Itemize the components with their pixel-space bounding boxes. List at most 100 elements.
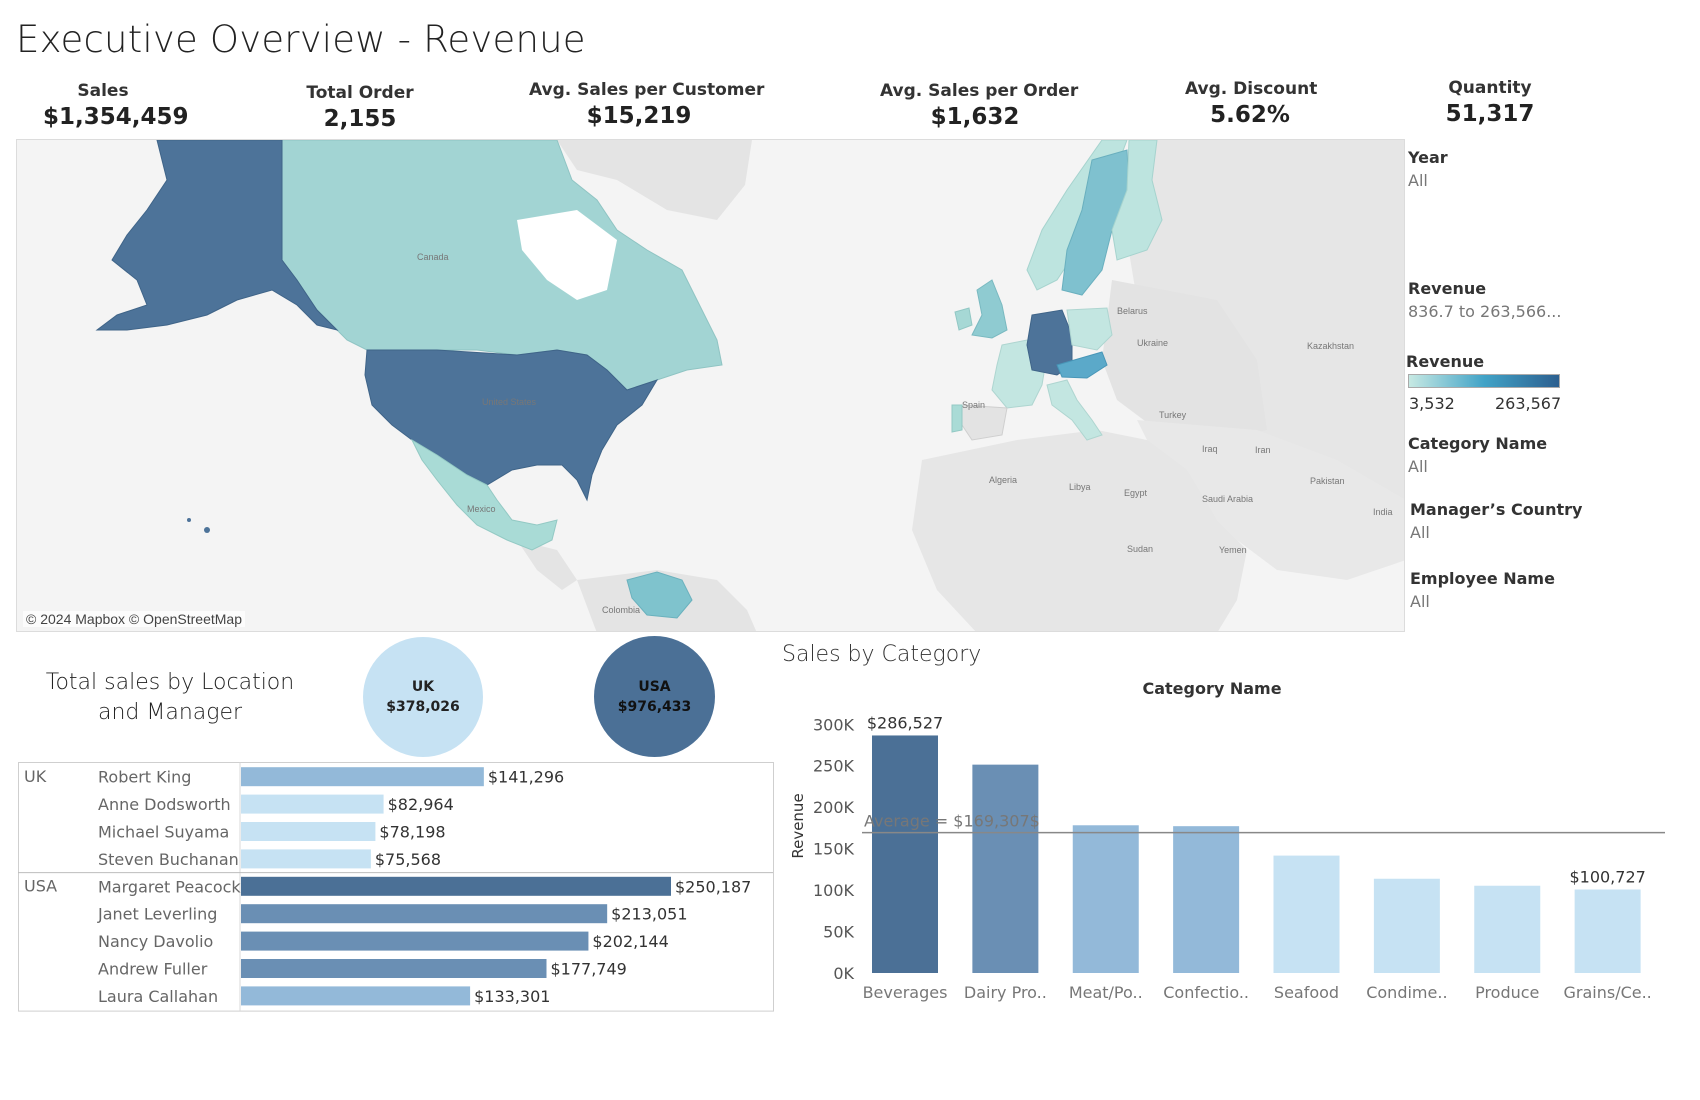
category-bar-beverages[interactable] — [872, 735, 938, 973]
filter-manager-country-value[interactable]: All — [1410, 523, 1430, 542]
map-country-mexico — [410, 438, 558, 551]
manager-name-andrew-fuller: Andrew Fuller — [98, 960, 208, 979]
filter-employee-value[interactable]: All — [1410, 592, 1430, 611]
kpi-avg-discount-label: Avg. Discount — [1185, 79, 1318, 99]
manager-value-janet-leverling: $213,051 — [611, 905, 687, 924]
manager-bar-robert-king[interactable] — [241, 767, 484, 787]
kpi-quantity: Quantity 51,317 — [1440, 78, 1540, 127]
map-label-belarus: Belarus — [1117, 306, 1148, 316]
filter-revenue[interactable]: Revenue 836.7 to 263,566... — [1408, 279, 1561, 321]
manager-chart-frame — [18, 762, 774, 1012]
category-bar-grains-ce[interactable] — [1574, 889, 1641, 973]
manager-bar-margaret-peacock[interactable] — [241, 876, 671, 896]
map-state-alaska — [95, 140, 339, 331]
map-country-venezuela — [626, 571, 693, 619]
map-label-algeria: Algeria — [989, 475, 1017, 485]
manager-value-anne-dodsworth: $82,964 — [388, 795, 454, 814]
manager-value-steven-buchanan: $75,568 — [375, 850, 441, 869]
revenue-map[interactable]: Canada United States Mexico Colombia Spa… — [16, 139, 1405, 632]
location-section-title: Total sales by Location and Manager — [30, 668, 310, 728]
category-axis-title: Category Name — [1142, 679, 1281, 698]
map-land-greenland — [557, 140, 752, 220]
manager-sales-chart: UK Robert King $141,296 Anne Dodsworth $82,9… — [18, 762, 774, 1012]
manager-group-label-uk: UK — [24, 767, 47, 786]
manager-name-anne-dodsworth: Anne Dodsworth — [98, 795, 231, 814]
bubble-usa[interactable]: USA $976,433 — [594, 636, 715, 757]
filter-year-value[interactable]: All — [1408, 171, 1428, 190]
bubble-usa-label: USA — [638, 678, 671, 695]
map-label-yemen: Yemen — [1219, 545, 1247, 555]
manager-bar-anne-dodsworth[interactable] — [241, 794, 384, 814]
map-label-libya: Libya — [1069, 482, 1091, 492]
filter-category-value[interactable]: All — [1408, 457, 1428, 476]
map-label-kazakhstan: Kazakhstan — [1307, 341, 1354, 351]
category-bar-condime[interactable] — [1373, 878, 1440, 973]
category-x-tick-produce: Produce — [1475, 983, 1539, 1002]
manager-value-laura-callahan: $133,301 — [474, 987, 550, 1006]
manager-name-steven-buchanan: Steven Buchanan — [98, 850, 239, 869]
manager-bar-janet-leverling[interactable] — [241, 904, 608, 924]
filter-category[interactable]: Category Name All — [1408, 434, 1547, 476]
map-label-saudi-arabia: Saudi Arabia — [1202, 494, 1253, 504]
manager-value-andrew-fuller: $177,749 — [550, 960, 626, 979]
category-bar-meat-po[interactable] — [1072, 825, 1139, 973]
manager-bar-nancy-davolio[interactable] — [241, 931, 589, 951]
category-bar-seafood[interactable] — [1273, 855, 1340, 973]
category-x-tick-beverages: Beverages — [863, 983, 948, 1002]
filter-revenue-label: Revenue — [1408, 279, 1487, 298]
filter-revenue-value[interactable]: 836.7 to 263,566... — [1408, 302, 1562, 321]
filter-employee-label: Employee Name — [1410, 569, 1555, 588]
manager-name-margaret-peacock: Margaret Peacock — [98, 877, 241, 896]
category-y-tick-250k: 250K — [813, 757, 855, 776]
category-y-tick-0k: 0K — [833, 964, 854, 983]
map-label-ukraine: Ukraine — [1137, 338, 1168, 348]
kpi-quantity-label: Quantity — [1448, 78, 1532, 98]
manager-name-janet-leverling: Janet Leverling — [97, 905, 217, 924]
kpi-sales-value: $1,354,459 — [43, 104, 189, 130]
bubble-usa-value: $976,433 — [617, 698, 692, 715]
bubble-uk-value: $378,026 — [386, 699, 460, 715]
manager-group-label-usa: USA — [24, 877, 57, 896]
manager-name-laura-callahan: Laura Callahan — [98, 987, 218, 1006]
category-y-tick-100k: 100K — [813, 881, 855, 900]
category-x-tick-seafood: Seafood — [1274, 983, 1339, 1002]
map-label-pakistan: Pakistan — [1310, 476, 1345, 486]
location-title-line1: Total sales by Location — [45, 670, 295, 695]
kpi-avg-sales-customer: Avg. Sales per Customer $15,219 — [529, 80, 765, 129]
kpi-sales: Sales $1,354,459 — [43, 81, 189, 130]
filter-year-label: Year — [1408, 148, 1448, 167]
filter-employee[interactable]: Employee Name All — [1410, 569, 1555, 611]
map-canvas: Canada United States Mexico Colombia Spa… — [95, 140, 1404, 631]
category-y-tick-150k: 150K — [813, 840, 855, 859]
legend-min: 3,532 — [1409, 394, 1455, 413]
manager-bar-andrew-fuller[interactable] — [241, 959, 547, 978]
kpi-avg-sales-customer-label: Avg. Sales per Customer — [529, 80, 765, 100]
map-country-portugal — [951, 404, 963, 433]
map-hawaii-2 — [187, 518, 191, 522]
map-label-usa: United States — [482, 397, 537, 407]
category-data-label-beverages: $286,527 — [867, 713, 943, 732]
map-hawaii — [204, 527, 210, 533]
category-bar-produce[interactable] — [1474, 885, 1541, 973]
manager-bar-steven-buchanan[interactable] — [241, 849, 371, 869]
map-label-egypt: Egypt — [1124, 488, 1148, 498]
map-attribution[interactable]: © 2024 Mapbox © OpenStreetMap — [23, 611, 245, 627]
legend-gradient — [1408, 374, 1560, 388]
filter-year[interactable]: Year All — [1408, 148, 1448, 190]
map-label-iran: Iran — [1255, 445, 1271, 455]
kpi-avg-discount: Avg. Discount 5.62% — [1185, 79, 1318, 128]
location-title-line2: and Manager — [97, 700, 243, 725]
kpi-total-order: Total Order 2,155 — [300, 83, 420, 132]
bubble-uk[interactable]: UK $378,026 — [363, 637, 483, 757]
manager-bar-laura-callahan[interactable] — [241, 986, 471, 1006]
legend-max: 263,567 — [1495, 394, 1562, 413]
manager-bar-michael-suyama[interactable] — [241, 822, 376, 841]
category-bar-confectio[interactable] — [1173, 826, 1240, 973]
map-land-africa — [912, 430, 1247, 631]
legend-title: Revenue — [1406, 352, 1485, 371]
category-bar-dairy-pro[interactable] — [972, 764, 1039, 973]
kpi-avg-discount-value: 5.62% — [1210, 102, 1290, 128]
category-y-tick-200k: 200K — [813, 798, 855, 817]
filter-manager-country[interactable]: Manager’s Country All — [1410, 500, 1582, 542]
category-average-label: Average = $169,307$ — [864, 812, 1040, 831]
